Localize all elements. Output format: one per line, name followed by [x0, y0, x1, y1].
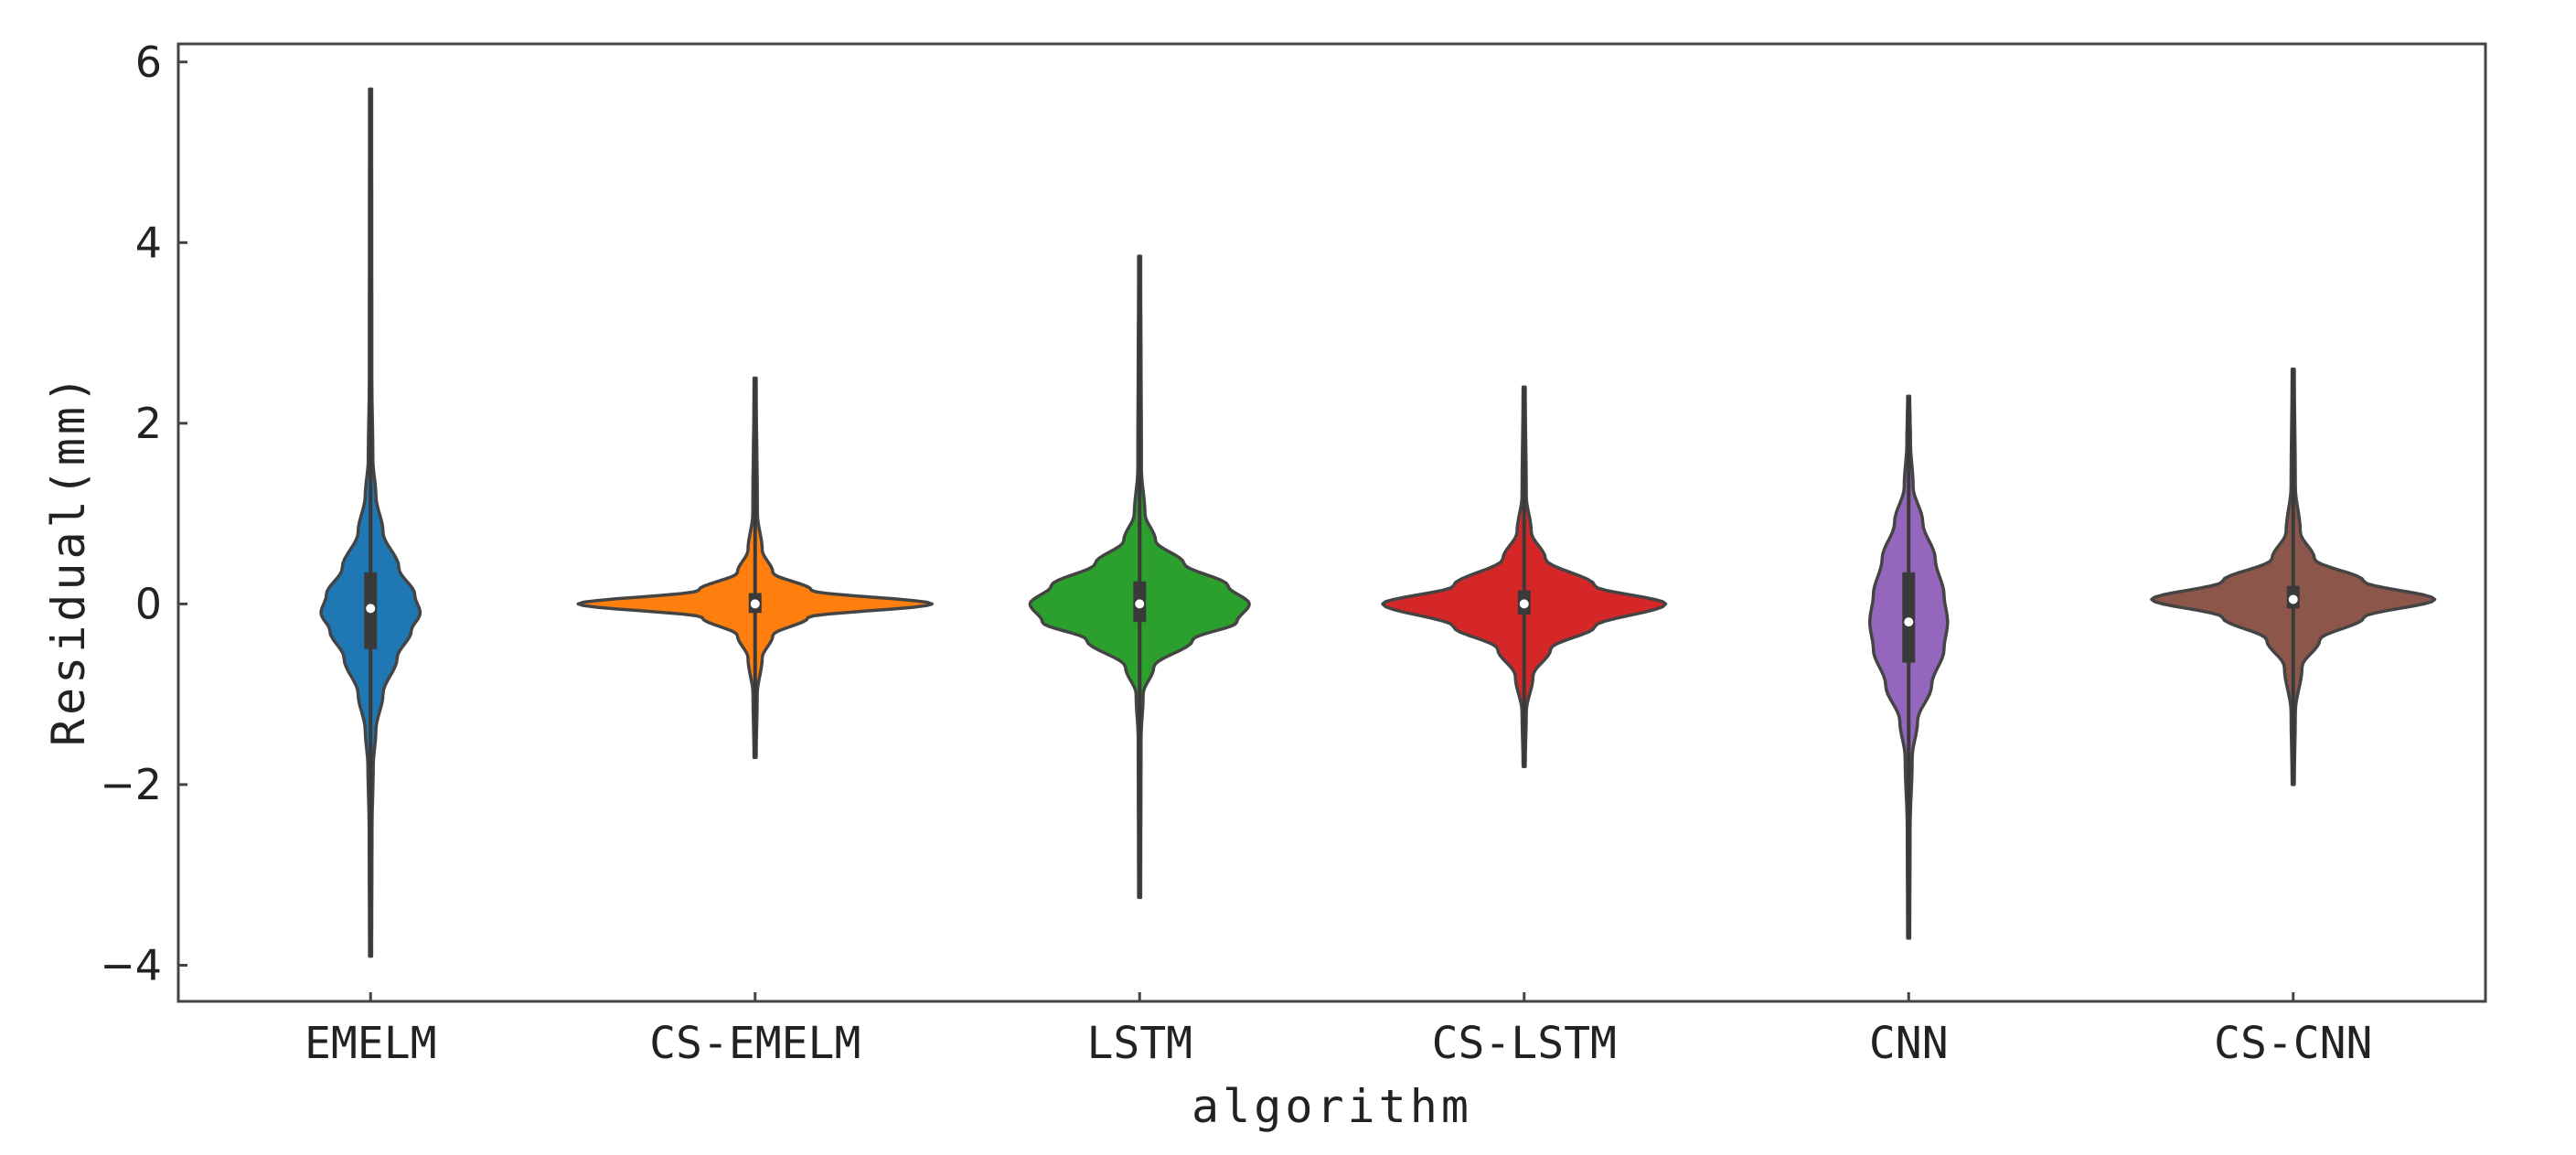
x-tick-label: CS-EMELM — [649, 1018, 860, 1069]
violin-median-marker — [1904, 617, 1914, 627]
violin-median-marker — [750, 599, 760, 609]
x-tick-label: CS-CNN — [2214, 1018, 2372, 1069]
y-tick-label: 6 — [135, 37, 162, 87]
violin-median-marker — [2288, 594, 2298, 604]
y-tick-label: 4 — [135, 218, 162, 267]
y-tick-label: 2 — [135, 399, 162, 448]
x-tick-label: CS-LSTM — [1432, 1018, 1617, 1069]
x-axis-label: algorithm — [1192, 1080, 1472, 1133]
x-tick-label: EMELM — [305, 1018, 437, 1069]
violin-layer — [319, 87, 2437, 958]
x-axis-ticks: EMELM CS-EMELM LSTM CS-LSTM CNN CS-CNN — [305, 992, 2372, 1069]
violin-median-marker — [1519, 599, 1529, 609]
violin-median-marker — [1135, 599, 1145, 609]
plot-frame — [176, 42, 2487, 1003]
x-tick-label: LSTM — [1086, 1018, 1192, 1069]
y-axis-label: Residual(mm) — [42, 372, 95, 746]
y-axis-ticks: −4 −2 0 2 4 6 — [100, 37, 187, 989]
y-tick-label: −4 — [100, 940, 162, 989]
y-tick-label: −2 — [100, 760, 162, 809]
x-tick-label: CNN — [1869, 1018, 1949, 1069]
violin-median-marker — [366, 604, 376, 614]
y-tick-label: 0 — [135, 579, 162, 628]
